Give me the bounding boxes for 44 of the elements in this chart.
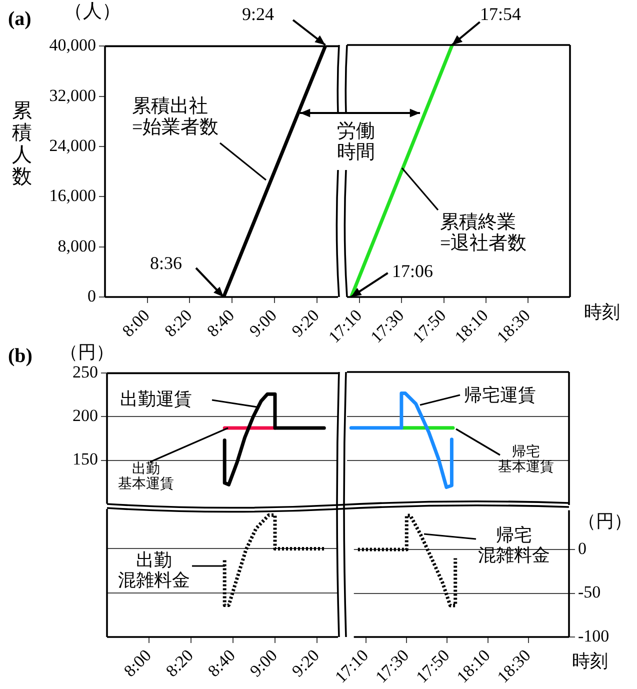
y-tick-label: 250	[72, 362, 98, 382]
legend-label: 帰宅混雑料金	[478, 525, 550, 566]
chart-title: (b)	[8, 345, 32, 367]
y-axis-title: 累積人数	[12, 100, 32, 188]
y-tick-label: 150	[72, 450, 98, 469]
x-tick-label: 9:20	[288, 646, 323, 681]
x-axis-title: 時刻	[572, 651, 608, 672]
annotation: 9:24	[242, 4, 274, 25]
x-tick-label: 8:20	[162, 646, 197, 681]
text: （人）	[64, 1, 121, 23]
text: （円）	[578, 511, 632, 532]
annotation: 17:54	[480, 4, 522, 25]
x-tick-label: 8:00	[118, 306, 154, 341]
y-tick-label: 0	[578, 539, 586, 558]
y-tick-label: -100	[578, 626, 610, 646]
text: 出勤基本運賃	[118, 462, 174, 493]
text: 累積出社=始業者数	[132, 96, 219, 139]
text: 帰宅運賃	[464, 385, 536, 406]
x-tick-label: 8:00	[120, 646, 155, 681]
y-tick-label: 8,000	[58, 236, 96, 256]
text: 累積終業=退社者数	[440, 212, 527, 255]
y-tick-label: 0	[88, 286, 96, 306]
x-tick-label: 9:20	[288, 306, 323, 341]
y-tick-label: 16,000	[49, 186, 96, 206]
y-tick-label: 40,000	[49, 36, 96, 55]
x-tick-label: 9:00	[246, 646, 281, 681]
y-tick-label: 32,000	[49, 86, 96, 105]
x-tick-label: 9:00	[246, 306, 280, 341]
annotation: 労働時間	[337, 121, 375, 164]
y-tick-label: -50	[578, 582, 601, 602]
y-tick-label: 24,000	[49, 136, 96, 155]
annotation: 17:06	[392, 261, 434, 282]
x-tick-label: 8:40	[204, 646, 239, 681]
text: 出勤運賃	[120, 389, 192, 410]
x-tick-label: 8:40	[203, 306, 238, 341]
x-axis-title: 時刻	[584, 302, 620, 323]
chart-title: (a)	[8, 8, 32, 30]
x-tick-label: 8:20	[160, 306, 196, 341]
text: （円）	[60, 342, 114, 363]
y-tick-label: 200	[72, 406, 98, 426]
text: 帰宅基本運賃	[498, 445, 554, 476]
annotation: 8:36	[150, 253, 182, 274]
legend-label: 出勤混雑料金	[118, 550, 190, 591]
line-series	[356, 514, 458, 608]
